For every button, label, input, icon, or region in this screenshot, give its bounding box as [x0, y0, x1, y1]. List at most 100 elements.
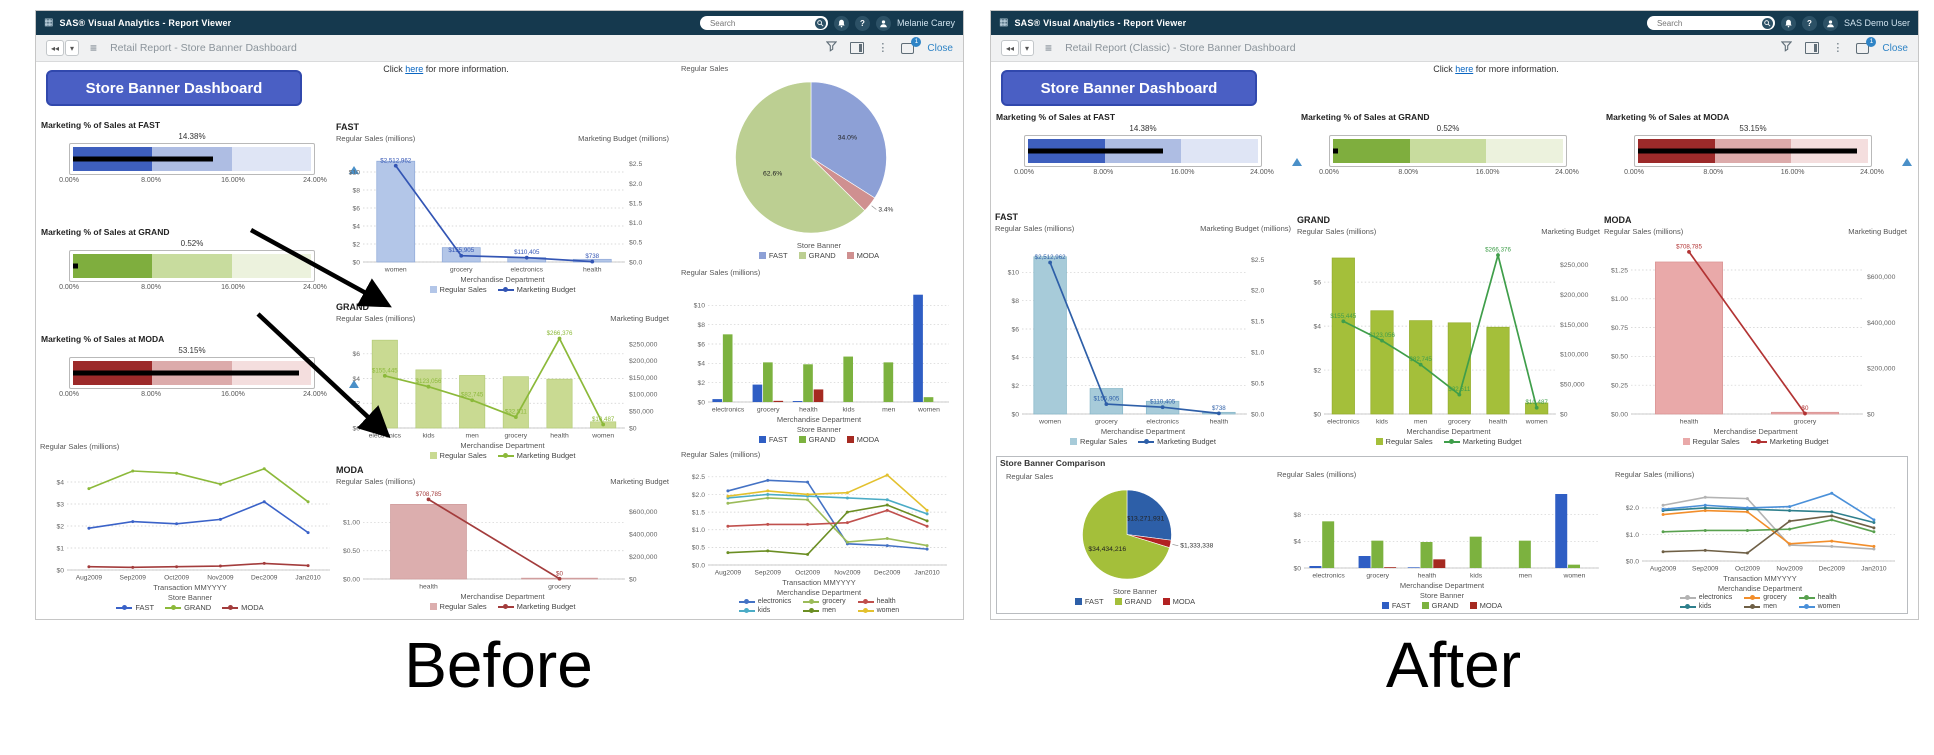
store-banner-dashboard-button[interactable]: Store Banner Dashboard — [1001, 70, 1257, 106]
department-trend-chart[interactable]: Regular Sales (millions) $2.5 $2.0 $1.5 $1.0… — [681, 450, 957, 614]
info-text: Click here for more information. — [1376, 64, 1616, 74]
grand-combo-chart[interactable]: GRAND Regular Sales (millions) Marketing B… — [1297, 215, 1600, 446]
alert-icon-moda[interactable] — [1902, 158, 1912, 166]
gauge-value: 14.38% — [178, 132, 206, 141]
x-axis-label: Merchandise Department — [460, 592, 545, 601]
more-options-icon[interactable]: ⋮ — [1832, 41, 1844, 54]
svg-text:kids: kids — [1376, 419, 1389, 426]
search-box[interactable] — [1646, 16, 1775, 30]
toc-icon[interactable]: ≡ — [1045, 41, 1053, 55]
svg-text:kids: kids — [422, 433, 435, 440]
more-options-icon[interactable]: ⋮ — [877, 41, 889, 54]
filter-icon[interactable] — [1781, 39, 1793, 57]
toc-icon[interactable]: ≡ — [90, 41, 98, 55]
svg-text:Sep2009: Sep2009 — [1692, 566, 1719, 573]
legend-swatch — [429, 603, 437, 610]
info-link[interactable]: here — [405, 64, 424, 74]
user-icon[interactable] — [1822, 15, 1838, 31]
search-input[interactable] — [707, 17, 811, 29]
svg-text:$738: $738 — [1212, 405, 1226, 412]
app-grid-icon[interactable]: ▦ — [999, 17, 1009, 28]
details-panel-icon[interactable] — [1805, 42, 1820, 54]
alert-icon-fast[interactable] — [349, 166, 359, 174]
legend-item-GRAND: GRAND — [165, 603, 211, 612]
moda-combo-chart[interactable]: MODA Regular Sales (millions) Marketing Bu… — [336, 465, 669, 611]
svg-text:Jan2010: Jan2010 — [1861, 566, 1887, 573]
notifications-icon[interactable] — [1780, 15, 1796, 31]
help-icon[interactable]: ? — [1801, 15, 1817, 31]
gauge-grand[interactable]: Marketing % of Sales at GRAND 0.52% 0.00% 8… — [1301, 112, 1595, 179]
legend-swatch — [222, 605, 239, 610]
search-input[interactable] — [1654, 17, 1758, 29]
gauge-value: 14.38% — [1129, 124, 1157, 133]
gauge-pointer — [73, 156, 213, 162]
gauge-tick-label: 0.00% — [59, 391, 79, 398]
x-axis-label: Merchandise Department — [460, 275, 545, 284]
legend-label: Marketing Budget — [1462, 437, 1522, 446]
report-nav-caret[interactable]: ▾ — [65, 40, 80, 56]
info-link[interactable]: here — [1455, 64, 1474, 74]
user-icon[interactable] — [875, 15, 891, 31]
banner-trend-chart[interactable]: Regular Sales (millions) $4 $3 $2 $1 $0 Aug200… — [40, 442, 340, 612]
fast-combo-chart[interactable]: FAST Regular Sales (millions) Marketing Bu… — [336, 122, 669, 294]
svg-text:$4: $4 — [352, 376, 360, 383]
report-nav-button[interactable]: ◂◂ — [46, 40, 65, 56]
details-panel-icon[interactable] — [850, 42, 865, 54]
svg-text:kids: kids — [1470, 573, 1483, 580]
gauge-moda[interactable]: Marketing % of Sales at MODA 53.15% 0.00% 8… — [1606, 112, 1900, 179]
search-icon[interactable] — [814, 17, 826, 29]
svg-text:$200,000: $200,000 — [1867, 366, 1896, 373]
legend-swatch — [1798, 604, 1815, 609]
axis-labels: Regular Sales (millions) Marketing Budget — [1604, 227, 1907, 237]
close-button[interactable]: Close — [927, 42, 953, 54]
comments-icon[interactable]: 1 — [901, 36, 922, 54]
fast-combo-chart[interactable]: FAST Regular Sales (millions) Marketing Bu… — [995, 212, 1291, 446]
grand-combo-chart[interactable]: GRAND Regular Sales (millions) Marketing B… — [336, 302, 669, 460]
search-box[interactable] — [699, 16, 828, 30]
left-axis-label: Regular Sales (millions) — [995, 224, 1075, 233]
legend-item-FAST: FAST — [758, 251, 788, 260]
legend-item-Marketing Budget: Marketing Budget — [1138, 437, 1216, 446]
alert-icon-fast[interactable] — [1292, 158, 1302, 166]
comments-icon[interactable]: 1 — [1856, 36, 1877, 54]
help-icon[interactable]: ? — [854, 15, 870, 31]
filter-icon[interactable] — [826, 39, 838, 57]
report-nav-button[interactable]: ◂◂ — [1001, 40, 1020, 56]
department-trend-chart[interactable]: Regular Sales (millions) $2.0 $1.0 $0.0 Aug2… — [1615, 470, 1905, 610]
svg-text:$4: $4 — [56, 479, 64, 486]
x-axis-label: Merchandise Department — [1406, 427, 1491, 436]
gauge-tick-label: 16.00% — [221, 284, 245, 291]
moda-combo-chart[interactable]: MODA Regular Sales (millions) Marketing Bu… — [1604, 215, 1907, 446]
svg-text:$34,434,216: $34,434,216 — [1088, 546, 1126, 553]
legend-swatch — [798, 436, 806, 443]
svg-text:$123,056: $123,056 — [1369, 332, 1395, 339]
legend-label: kids — [1698, 603, 1712, 610]
gauge-fast[interactable]: Marketing % of Sales at FAST 14.38% 0.00% 8… — [41, 120, 343, 187]
app-grid-icon[interactable]: ▦ — [44, 17, 54, 28]
store-banner-dashboard-button[interactable]: Store Banner Dashboard — [46, 70, 302, 106]
left-axis-label: Regular Sales (millions) — [1615, 470, 1695, 479]
svg-text:$2.0: $2.0 — [692, 492, 705, 499]
x-axis-label: Merchandise Department — [1713, 427, 1798, 436]
legend-swatch — [1162, 598, 1170, 605]
gauge-moda[interactable]: Marketing % of Sales at MODA 53.15% 0.00% 8… — [41, 334, 343, 401]
report-nav-caret[interactable]: ▾ — [1020, 40, 1035, 56]
gauge-grand[interactable]: Marketing % of Sales at GRAND 0.52% 0.00% 8… — [41, 227, 343, 294]
department-bar-chart[interactable]: Regular Sales (millions) $8 $4 $0 electronic… — [1277, 470, 1607, 610]
gauge-pointer — [1028, 148, 1164, 154]
regular-sales-pie-chart[interactable]: Regular Sales 34.0% 3.4% 62.6% Store Banner F… — [681, 64, 957, 260]
close-button[interactable]: Close — [1882, 42, 1908, 54]
svg-text:$4: $4 — [352, 223, 360, 230]
svg-text:grocery: grocery — [1366, 573, 1389, 580]
svg-text:$32,511: $32,511 — [505, 409, 527, 416]
department-bar-chart[interactable]: Regular Sales (millions) $10 $8 $6 $4 $2 $0 ele… — [681, 268, 957, 444]
legend-label: FAST — [135, 603, 155, 612]
svg-text:$0.0: $0.0 — [1251, 411, 1264, 418]
search-icon[interactable] — [1761, 17, 1773, 29]
legend-item-electronics: electronics — [1679, 594, 1732, 601]
regular-sales-pie-chart[interactable]: Regular Sales $13,271,931 $1,333,338 $34,43… — [1006, 472, 1264, 606]
gauge-fast[interactable]: Marketing % of Sales at FAST 14.38% 0.00% 8… — [996, 112, 1290, 179]
left-axis-label: Regular Sales (millions) — [336, 134, 416, 143]
legend-swatch — [857, 608, 874, 613]
notifications-icon[interactable] — [833, 15, 849, 31]
